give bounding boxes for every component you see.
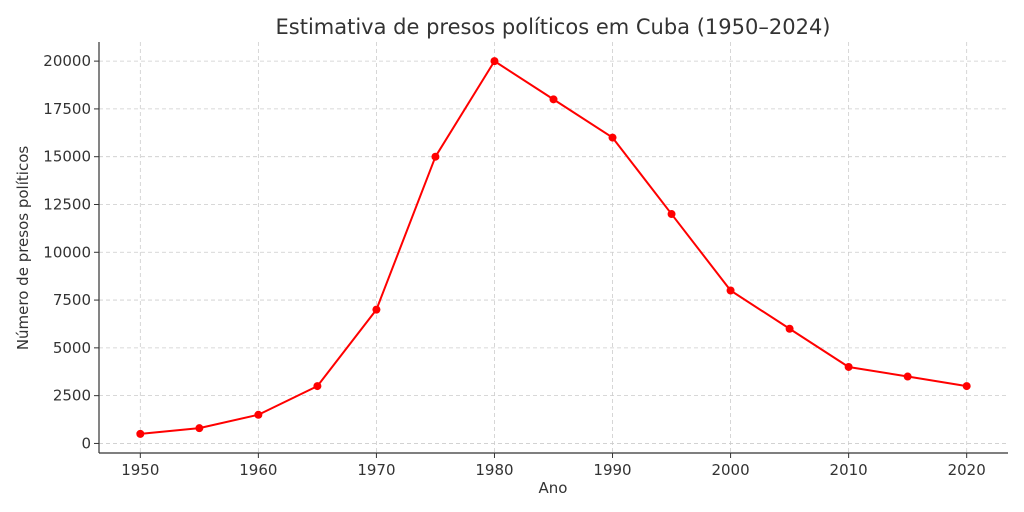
ticks: 1950 1960 1970 1980 1990 2000 2010 2020 0 2500 500… (43, 52, 985, 479)
data-point (313, 382, 322, 391)
data-point (254, 410, 263, 419)
y-tick-label: 20000 (43, 52, 91, 70)
data-point (903, 372, 912, 381)
x-tick-label: 2000 (711, 461, 749, 479)
y-axis-label: Número de presos políticos (14, 146, 32, 351)
x-tick-label: 1990 (593, 461, 631, 479)
data-point (431, 152, 440, 161)
y-tick-label: 17500 (43, 100, 91, 118)
data-point (726, 286, 735, 295)
axes (98, 42, 1008, 454)
y-tick-label: 12500 (43, 195, 91, 213)
data-point (667, 210, 676, 219)
x-tick-label: 1970 (357, 461, 395, 479)
y-tick-label: 5000 (53, 339, 91, 357)
x-axis-label: Ano (539, 479, 568, 497)
x-tick-label: 2010 (830, 461, 868, 479)
data-point (962, 382, 971, 391)
data-point (372, 305, 381, 314)
chart-title: Estimativa de presos políticos em Cuba (… (276, 15, 831, 39)
y-tick-label: 0 (81, 434, 91, 452)
y-tick-label: 2500 (53, 387, 91, 405)
x-tick-label: 2020 (948, 461, 986, 479)
y-tick-label: 7500 (53, 291, 91, 309)
data-point (195, 424, 204, 433)
data-point (549, 95, 558, 104)
series (136, 57, 971, 438)
data-point (608, 133, 617, 142)
x-tick-label: 1980 (475, 461, 513, 479)
x-tick-label: 1950 (121, 461, 159, 479)
y-tick-label: 15000 (43, 148, 91, 166)
grid (99, 42, 1008, 453)
data-point (490, 57, 499, 66)
y-tick-label: 10000 (43, 243, 91, 261)
x-tick-label: 1960 (239, 461, 277, 479)
series-line (140, 60, 967, 435)
data-point (785, 324, 794, 333)
data-point (136, 429, 145, 438)
data-point (844, 362, 853, 371)
